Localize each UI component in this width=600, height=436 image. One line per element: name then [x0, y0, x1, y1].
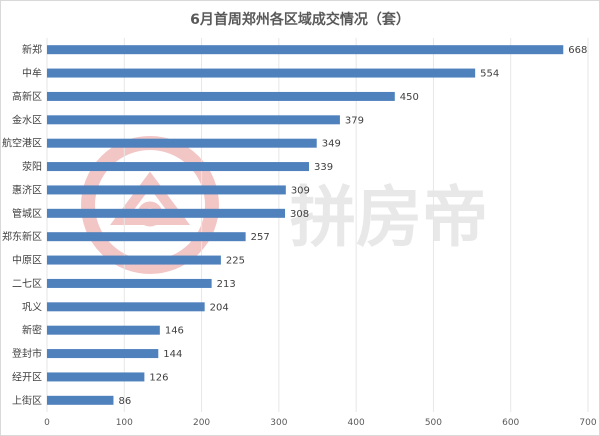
data-label: 225 — [226, 256, 245, 267]
category-label: 中牟 — [22, 67, 42, 80]
bar — [47, 349, 159, 359]
bar — [47, 395, 114, 405]
value-labels: 668 554 450 379 349 339 309 308 257 225 213 204 146 1… — [118, 45, 587, 407]
x-tick-label: 0 — [44, 418, 50, 428]
x-tick-label: 100 — [116, 418, 133, 428]
category-label: 二七区 — [12, 278, 42, 290]
data-label: 213 — [217, 279, 236, 290]
data-label: 144 — [163, 349, 182, 360]
bar — [47, 278, 212, 288]
category-label: 金水区 — [12, 113, 42, 126]
data-label: 554 — [480, 69, 499, 80]
category-label: 巩义 — [22, 301, 42, 313]
bar — [47, 372, 145, 382]
category-label: 荥阳 — [22, 160, 42, 173]
data-label: 339 — [314, 162, 333, 173]
house-logo-icon — [81, 136, 219, 274]
bar — [47, 45, 564, 55]
bars — [47, 45, 564, 405]
watermark: 拼房帝 — [81, 136, 488, 274]
category-label: 经开区 — [12, 370, 42, 383]
data-label: 146 — [165, 326, 184, 337]
category-label: 航空港区 — [2, 137, 42, 150]
x-axis-tick-labels: 0 100 200 300 400 500 600 700 — [44, 418, 597, 428]
watermark-text: 拼房帝 — [290, 179, 488, 256]
data-label: 309 — [291, 185, 310, 196]
data-label: 257 — [251, 232, 270, 243]
data-label: 308 — [290, 209, 309, 220]
bar — [47, 255, 221, 265]
category-label: 惠济区 — [12, 183, 42, 196]
bar — [47, 68, 476, 78]
data-label: 126 — [149, 372, 168, 383]
data-label: 86 — [118, 396, 131, 407]
x-tick-label: 200 — [193, 418, 210, 428]
x-tick-label: 500 — [425, 418, 442, 428]
category-label: 郑东新区 — [2, 230, 42, 243]
bar — [47, 91, 395, 101]
data-label: 450 — [400, 92, 419, 103]
x-tick-label: 400 — [348, 418, 365, 428]
bar — [47, 138, 317, 148]
data-label: 379 — [345, 115, 364, 126]
category-label: 登封市 — [12, 347, 42, 360]
x-tick-label: 300 — [270, 418, 287, 428]
bar — [47, 208, 286, 218]
data-label: 349 — [322, 139, 341, 150]
category-label: 上街区 — [12, 394, 42, 407]
category-label: 管城区 — [12, 207, 42, 220]
bar — [47, 302, 205, 312]
category-label: 新密 — [22, 324, 42, 337]
x-tick-label: 600 — [502, 418, 519, 428]
bar — [47, 232, 246, 242]
category-label: 高新区 — [12, 90, 42, 103]
bar — [47, 185, 286, 195]
category-label: 中原区 — [12, 254, 42, 267]
data-label: 668 — [568, 45, 587, 56]
x-tick-label: 700 — [579, 418, 596, 428]
bar — [47, 162, 309, 172]
category-label: 新郑 — [22, 43, 42, 56]
bar — [47, 115, 340, 125]
bar — [47, 325, 160, 335]
category-labels: 新郑中牟高新区金水区航空港区荥阳惠济区管城区郑东新区中原区二七区巩义新密登封市经… — [2, 43, 42, 407]
data-label: 204 — [210, 302, 229, 313]
chart-title: 6月首周郑州各区域成交情况（套） — [190, 12, 410, 28]
